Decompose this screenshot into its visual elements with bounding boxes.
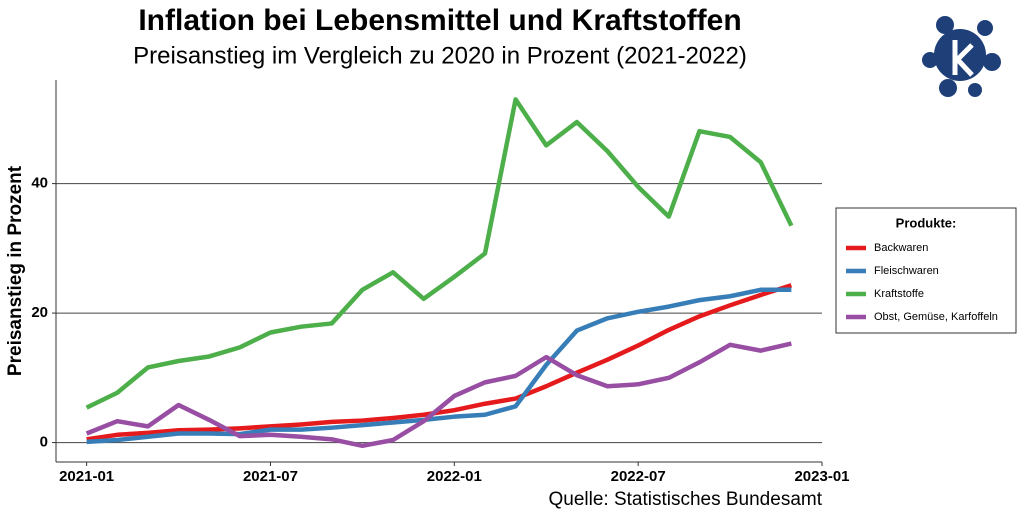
series-line [85,341,792,449]
legend-label: Obst, Gemüse, Karfoffeln [874,311,998,323]
chart-title: Inflation bei Lebensmittel und Kraftstof… [138,4,741,37]
logo [922,16,1001,97]
x-tick-label: 2021-01 [59,468,114,485]
x-tick-label: 2022-01 [427,468,482,485]
y-tick-label: 0 [40,434,48,451]
y-axis-title: Preisanstieg in Prozent [5,165,26,376]
chart-subtitle: Preisanstieg im Vergleich zu 2020 in Pro… [133,42,747,69]
series-line [86,283,793,442]
legend-label: Backwaren [874,242,928,254]
x-tick-label: 2022-07 [611,468,666,485]
y-tick-label: 20 [31,304,48,321]
series-line [86,287,792,445]
legend-title: Produkte: [896,215,957,230]
x-tick-label: 2023-01 [794,468,849,485]
source: Quelle: Statistisches Bundesamt [548,489,822,510]
y-tick-label: 40 [31,175,48,192]
series-line [85,97,794,410]
legend-label: Kraftstoffe [874,288,924,300]
x-tick-label: 2021-07 [243,468,298,485]
legend-label: Fleischwaren [874,265,939,277]
